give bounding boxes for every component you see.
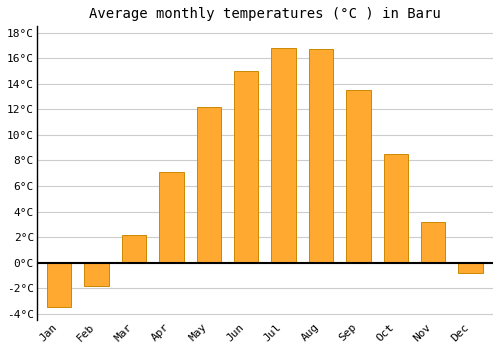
Bar — [272, 48, 295, 263]
Bar — [309, 49, 333, 263]
Bar — [421, 222, 446, 263]
Bar — [84, 263, 108, 286]
Bar — [47, 263, 72, 308]
Title: Average monthly temperatures (°C ) in Baru: Average monthly temperatures (°C ) in Ba… — [89, 7, 441, 21]
Bar — [234, 71, 258, 263]
Bar — [384, 154, 408, 263]
Bar — [346, 90, 370, 263]
Bar — [122, 234, 146, 263]
Bar — [458, 263, 483, 273]
Bar — [196, 107, 221, 263]
Bar — [159, 172, 184, 263]
